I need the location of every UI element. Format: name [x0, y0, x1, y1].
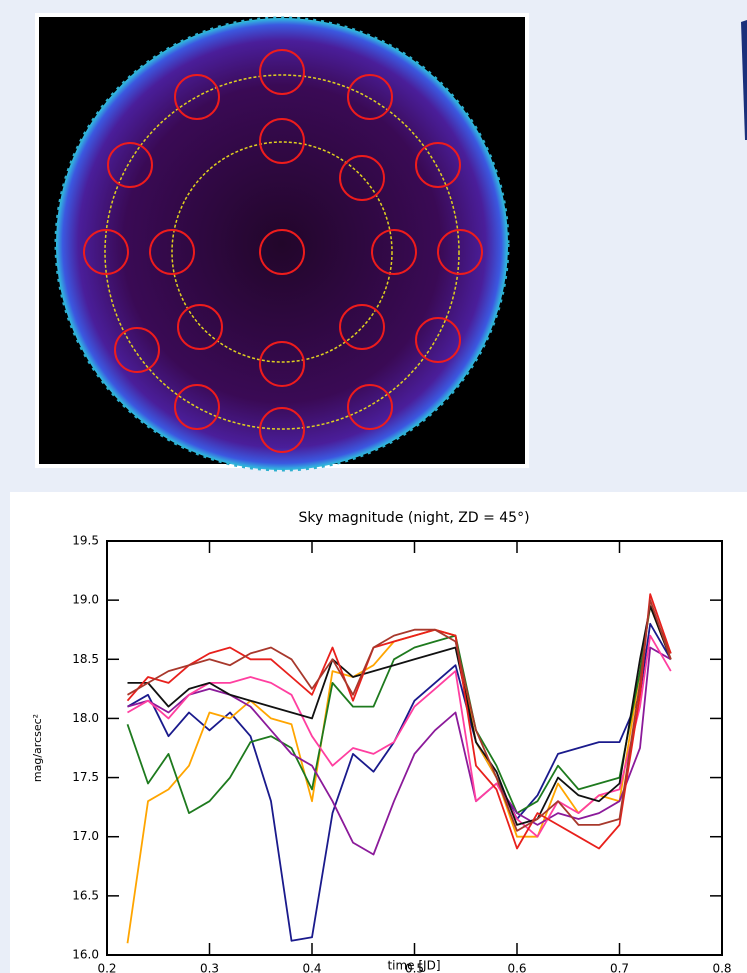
page: Sky magnitude (night, ZD = 45°) time [JD… [0, 0, 747, 973]
x-tick-label: 0.3 [200, 962, 219, 973]
y-tick-label: 18.5 [72, 652, 99, 666]
x-tick-label: 0.7 [610, 962, 629, 973]
x-tick-label: 0.5 [405, 962, 424, 973]
sky-image [35, 13, 529, 470]
x-tick-label: 0.4 [302, 962, 321, 973]
cropped-image-edge [741, 20, 747, 140]
y-axis-label: mag/arcsec² [31, 714, 44, 782]
y-tick-label: 19.0 [72, 593, 99, 607]
x-tick-label: 0.2 [97, 962, 116, 973]
x-tick-label: 0.8 [712, 962, 731, 973]
chart-panel [10, 492, 747, 973]
y-tick-label: 16.0 [72, 948, 99, 962]
y-tick-label: 17.0 [72, 829, 99, 843]
x-tick-label: 0.6 [507, 962, 526, 973]
y-tick-label: 18.0 [72, 711, 99, 725]
y-tick-label: 17.5 [72, 770, 99, 784]
y-tick-label: 19.5 [72, 534, 99, 548]
chart: Sky magnitude (night, ZD = 45°) time [JD… [10, 492, 747, 973]
y-tick-label: 16.5 [72, 888, 99, 902]
chart-title: Sky magnitude (night, ZD = 45°) [298, 510, 529, 526]
